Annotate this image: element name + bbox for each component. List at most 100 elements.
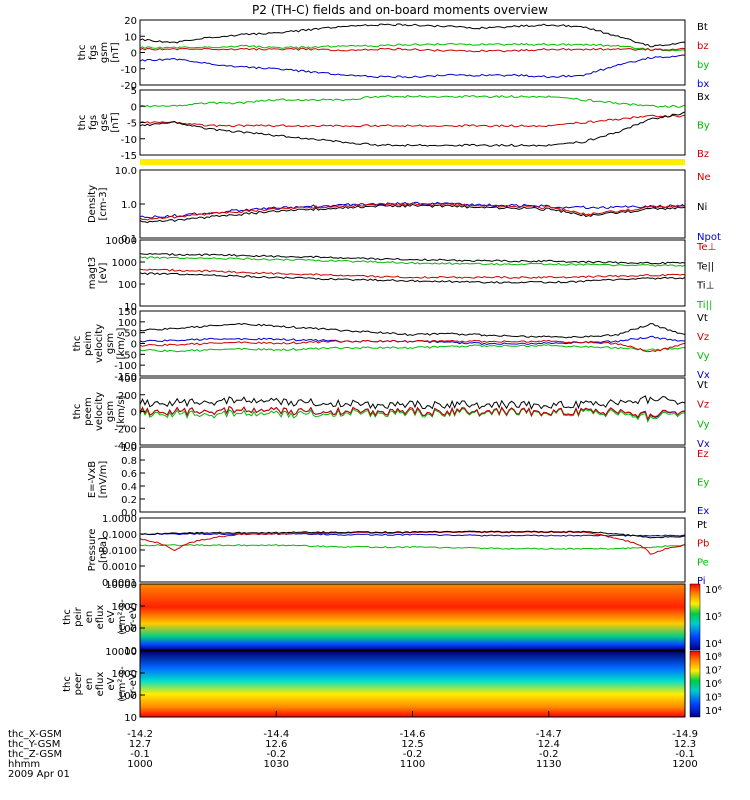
y-label-line: thc xyxy=(77,45,88,61)
y-tick-label: 0.1000 xyxy=(102,530,137,541)
spectrogram-image xyxy=(140,584,685,650)
y-label-line: [cm-3] xyxy=(98,187,109,220)
x-row-value: 12.5 xyxy=(401,739,423,750)
panel-efield: 1.0 0.8 0.6 0.4 0.2 0.0 E=-VxB [mV/m] Ez Ey Ex xyxy=(87,443,709,519)
y-tick-label: -10 xyxy=(121,65,137,76)
y-tick-label: 0.0001 xyxy=(102,578,137,589)
x-row-value: 1130 xyxy=(536,759,561,770)
legend-Ti||: Ti|| xyxy=(696,300,712,311)
y-tick-label: 10 xyxy=(124,302,137,313)
y-tick-label: 1000 xyxy=(112,258,137,269)
y-axis-label: Density [cm-3] xyxy=(87,185,109,223)
y-tick-label: 200 xyxy=(118,391,137,402)
y-tick-label: 0.8 xyxy=(121,456,137,467)
legend-Bx: Bx xyxy=(697,92,710,103)
series-line-Bt xyxy=(139,23,686,48)
y-axis-label: E=-VxB [mV/m] xyxy=(87,461,109,499)
colorbar-tick: 10⁶ xyxy=(705,585,722,596)
series-line-by xyxy=(139,42,686,52)
y-label-line: thc xyxy=(62,676,73,692)
x-row-value: 12.6 xyxy=(265,739,287,750)
legend-Ez: Ez xyxy=(697,449,709,460)
x-row-value: -0.1 xyxy=(675,749,695,760)
y-tick-label: 0 xyxy=(131,102,137,113)
y-label-line: gse xyxy=(99,114,110,132)
y-label-line: peem xyxy=(83,397,94,425)
x-row-value: 12.3 xyxy=(674,739,696,750)
y-label-line: sr-eV) xyxy=(128,669,139,698)
y-tick-label: 0.0010 xyxy=(102,562,137,573)
legend-bx: bx xyxy=(697,79,709,90)
y-axis-label: thc fgs gse [nT] xyxy=(77,112,121,132)
legend-Bz: Bz xyxy=(697,149,709,160)
y-tick-label: -400 xyxy=(114,441,137,452)
colorbar-tick: 10⁶ xyxy=(705,679,722,690)
series-line-Vt xyxy=(139,395,686,410)
spectrogram-image xyxy=(140,651,685,717)
series-line-bz xyxy=(139,47,686,53)
y-label-line: sr-eV) xyxy=(128,602,139,631)
y-tick-label: 0.4 xyxy=(121,482,137,493)
y-label-line: eV xyxy=(106,610,117,623)
y-label-line: thc xyxy=(62,609,73,625)
series-line-Vy xyxy=(139,344,686,353)
series-line-Ti|| xyxy=(139,256,686,267)
x-row-label: hhmm xyxy=(8,759,40,770)
x-row-value: 1200 xyxy=(672,759,697,770)
y-tick-label: 1000 xyxy=(112,669,137,680)
y-label-line: gsm xyxy=(99,42,110,63)
series-line-Ni xyxy=(139,203,686,224)
series-line-Te|| xyxy=(139,272,686,284)
y-tick-label: 1000 xyxy=(112,602,137,613)
y-label-line: peir xyxy=(73,606,84,626)
y-label-line: E=-VxB xyxy=(87,461,98,498)
colorbar-tick: 10⁴ xyxy=(705,706,722,717)
y-axis-label: magt3 [eV] xyxy=(87,257,109,290)
legend-By: By xyxy=(697,121,710,132)
y-tick-label: -15 xyxy=(121,151,137,162)
colorbar-tick: 10⁴ xyxy=(705,639,722,650)
y-axis-label: thc fgs gsm [nT] xyxy=(77,42,121,63)
panel-fgs-gse-ssl: 5 0 -5 -10 -15 thc fgs gse [nT] Bx By Bz xyxy=(77,86,710,162)
legend-Vt: Vt xyxy=(697,380,708,391)
y-axis-label: Pressure [nPa] xyxy=(87,529,109,572)
legend-Vt: Vt xyxy=(697,313,708,324)
y-label-line: magt3 xyxy=(87,257,98,290)
y-tick-label: 400 xyxy=(118,374,137,385)
x-axis-annotation: thc_X-GSM -14.2 -14.4 -14.6 -14.7 -14.9 thc_Y-… xyxy=(8,711,698,780)
y-label-line: [nPa] xyxy=(98,537,109,563)
x-row-value: -14.6 xyxy=(400,729,426,740)
y-label-line: [eV] xyxy=(98,263,109,284)
x-row-value: 1030 xyxy=(264,759,289,770)
y-tick-label: 0 xyxy=(131,49,137,60)
y-label-line: peim xyxy=(83,331,94,356)
x-row-label: thc_Z-GSM xyxy=(8,749,62,760)
y-tick-label: 0.1 xyxy=(121,234,137,245)
y-tick-label: 10000 xyxy=(105,647,137,658)
series-line-Ti⊥ xyxy=(139,252,686,265)
panel-frame xyxy=(139,446,686,513)
x-row-value: 1000 xyxy=(127,759,152,770)
series-line-Vz xyxy=(139,339,686,353)
colorbar-tick: 10⁵ xyxy=(705,693,722,704)
figure-title: P2 (TH-C) fields and on-board moments ov… xyxy=(252,3,548,17)
legend-Vy: Vy xyxy=(697,351,710,362)
legend-Vy: Vy xyxy=(697,419,710,430)
x-row-value: -0.2 xyxy=(539,749,559,760)
y-label-line: thc xyxy=(77,115,88,131)
y-tick-label: -10 xyxy=(121,135,137,146)
y-label-line: peer xyxy=(73,672,84,696)
legend-Vx: Vx xyxy=(697,439,710,450)
y-tick-label: 10000 xyxy=(105,580,137,591)
y-tick-label: 10.0 xyxy=(115,166,137,177)
legend-Npot: Npot xyxy=(697,232,721,243)
y-label-line: gsm xyxy=(105,333,116,354)
y-tick-label: 100 xyxy=(118,318,137,329)
y-label-line: en xyxy=(84,678,95,691)
x-row-value: -0.1 xyxy=(130,749,150,760)
legend-Pe: Pe xyxy=(697,557,709,568)
legend-Pb: Pb xyxy=(697,539,709,550)
series-line-Vy xyxy=(139,407,686,423)
x-row-value: -0.2 xyxy=(403,749,423,760)
y-label-line: (cm²-s- xyxy=(117,599,128,635)
